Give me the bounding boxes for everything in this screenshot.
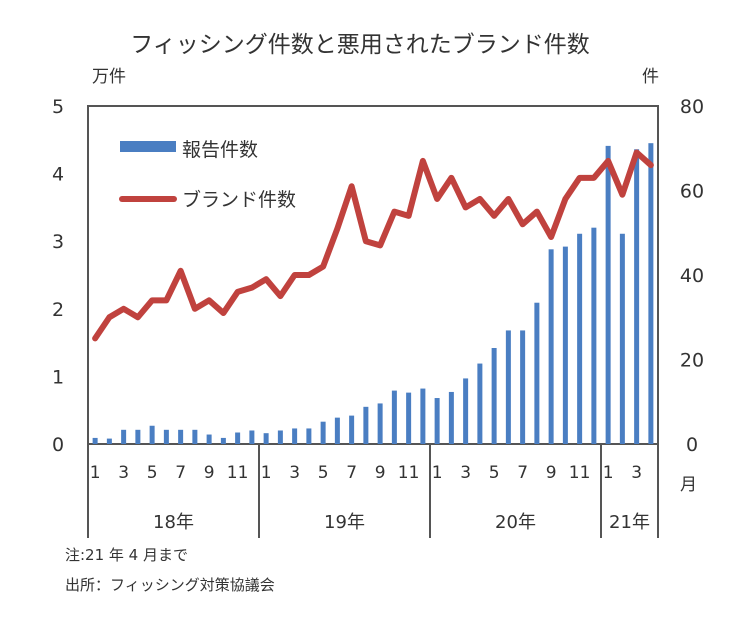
right-axis-unit: 件: [642, 67, 659, 87]
bar-reports: [634, 149, 640, 445]
month-tick-label: 5: [318, 463, 329, 483]
month-tick-label: 11: [227, 463, 249, 483]
legend-label-reports: 報告件数: [182, 139, 258, 161]
left-tick-label: 4: [52, 164, 64, 186]
right-tick-label: 20: [680, 350, 704, 372]
bar-reports: [477, 363, 483, 444]
bar-reports: [534, 302, 540, 444]
month-tick-label: 7: [517, 463, 528, 483]
note-source: 出所：フィッシング対策協議会: [65, 576, 275, 594]
bar-reports: [648, 143, 654, 444]
month-tick-label: 11: [569, 463, 591, 483]
plot-frame: [87, 105, 659, 445]
bar-reports: [505, 330, 511, 444]
bar-reports: [619, 233, 625, 444]
bar-reports: [349, 415, 355, 444]
bar-reports: [520, 330, 526, 444]
legend-swatch-reports: [120, 141, 176, 152]
month-tick-label: 1: [603, 463, 614, 483]
bar-reports: [434, 398, 440, 444]
year-label: 18年: [153, 512, 194, 533]
bar-reports: [320, 421, 326, 444]
bar-reports: [206, 434, 212, 444]
bar-reports: [149, 425, 155, 444]
bar-reports: [121, 429, 127, 444]
bar-reports: [178, 429, 184, 444]
chart-title: フィッシング件数と悪用されたブランド件数: [130, 32, 590, 58]
month-tick-label: 7: [175, 463, 186, 483]
left-tick-label: 5: [52, 96, 64, 118]
month-tick-label: 5: [489, 463, 500, 483]
month-tick-label: 11: [398, 463, 420, 483]
right-tick-label: 60: [680, 181, 704, 203]
month-tick-label: 3: [289, 463, 300, 483]
month-tick-label: 3: [631, 463, 642, 483]
note-period: 注:21 年 4 月まで: [65, 546, 188, 564]
bar-reports: [605, 145, 611, 444]
bar-reports: [377, 403, 383, 444]
month-tick-label: 5: [147, 463, 158, 483]
year-label: 20年: [495, 512, 536, 533]
bar-reports: [220, 437, 226, 444]
year-label: 21年: [609, 512, 650, 533]
month-tick-label: 1: [432, 463, 443, 483]
month-tick-label: 1: [90, 463, 101, 483]
left-tick-label: 3: [52, 231, 64, 253]
left-tick-label: 1: [52, 366, 64, 388]
left-axis-unit: 万件: [92, 67, 126, 87]
bar-reports: [420, 388, 426, 444]
bar-reports: [562, 246, 568, 444]
legend-label-brands: ブランド件数: [182, 188, 296, 211]
left-tick-label: 2: [52, 299, 64, 321]
line-brands: [92, 149, 654, 342]
month-tick-label: 3: [118, 463, 129, 483]
bar-reports: [192, 429, 198, 444]
bar-reports: [235, 432, 241, 444]
right-tick-label: 0: [686, 434, 698, 456]
bar-reports: [292, 428, 298, 444]
month-tick-label: 3: [460, 463, 471, 483]
bar-reports: [491, 348, 497, 444]
month-tick-label: 9: [375, 463, 386, 483]
bar-reports: [363, 406, 369, 444]
right-tick-label: 80: [680, 96, 704, 118]
bar-reports: [92, 437, 98, 444]
bar-reports: [249, 430, 255, 444]
right-tick-label: 40: [680, 265, 704, 287]
bar-reports: [577, 233, 583, 444]
bar-reports: [135, 429, 141, 444]
bar-reports: [163, 429, 169, 444]
bar-reports: [591, 227, 597, 444]
x-axis-unit: 月: [680, 475, 697, 495]
bar-reports: [277, 430, 283, 444]
year-label: 19年: [324, 512, 365, 533]
month-tick-label: 1: [261, 463, 272, 483]
bar-reports: [306, 428, 312, 444]
bar-reports: [463, 378, 469, 444]
bar-reports: [263, 433, 269, 444]
bar-reports: [548, 249, 554, 444]
bar-reports: [391, 390, 397, 444]
bar-reports: [106, 438, 112, 444]
bar-reports: [334, 417, 340, 444]
bar-reports: [448, 391, 454, 444]
bar-reports: [406, 392, 412, 444]
month-tick-label: 7: [346, 463, 357, 483]
month-tick-label: 9: [546, 463, 557, 483]
month-tick-label: 9: [204, 463, 215, 483]
left-tick-label: 0: [52, 434, 64, 456]
